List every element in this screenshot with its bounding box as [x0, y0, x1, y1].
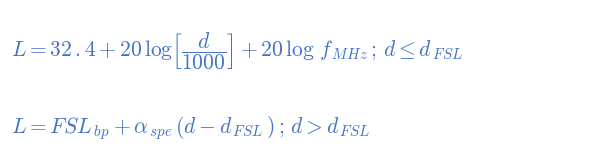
Text: $\mathit{L} = \mathit{FSL}_{\,bp} + \mathit{\alpha}_{\,spe}\,(\mathit{d} - \math: $\mathit{L} = \mathit{FSL}_{\,bp} + \mat… [11, 114, 370, 142]
Text: $\mathit{L} = 32\,.4 + 20\,\log\!\left[\dfrac{d}{1000}\right] + 20\,\log\,\mathi: $\mathit{L} = 32\,.4 + 20\,\log\!\left[\… [11, 30, 463, 72]
